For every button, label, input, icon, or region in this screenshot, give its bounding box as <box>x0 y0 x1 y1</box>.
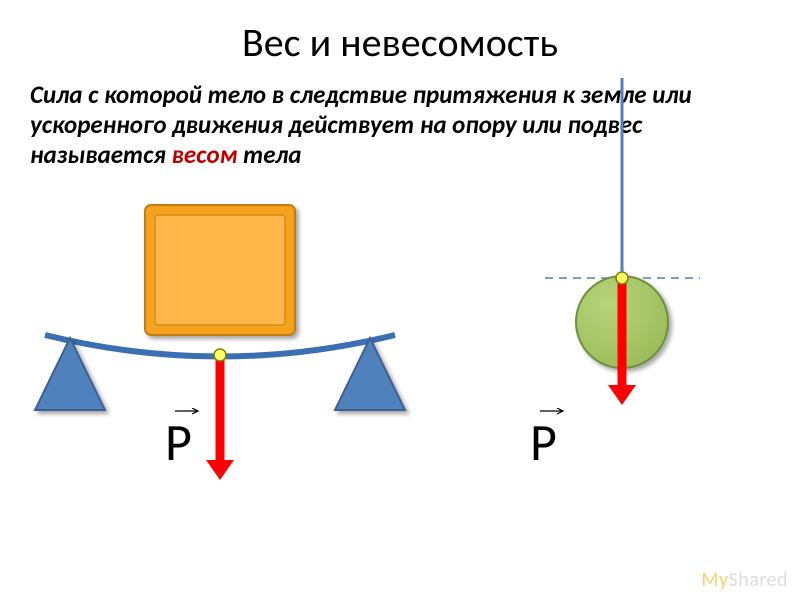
support-right <box>335 338 405 410</box>
right-diagram <box>545 78 700 405</box>
watermark-shared: Shared <box>729 568 788 592</box>
watermark-my: My <box>701 568 728 592</box>
p-vector-arrow-left <box>175 408 203 415</box>
watermark: MyShared <box>701 568 788 592</box>
block-square-inner <box>155 215 285 325</box>
left-diagram <box>35 205 405 480</box>
physics-diagram <box>0 0 800 600</box>
force-dot-left <box>214 349 226 361</box>
force-dot-right <box>616 272 628 284</box>
p-label-left: Р <box>165 410 192 474</box>
support-left <box>35 338 105 410</box>
p-label-right: Р <box>530 410 557 474</box>
p-vector-arrow-right <box>540 408 568 415</box>
force-arrow-left <box>206 355 234 480</box>
